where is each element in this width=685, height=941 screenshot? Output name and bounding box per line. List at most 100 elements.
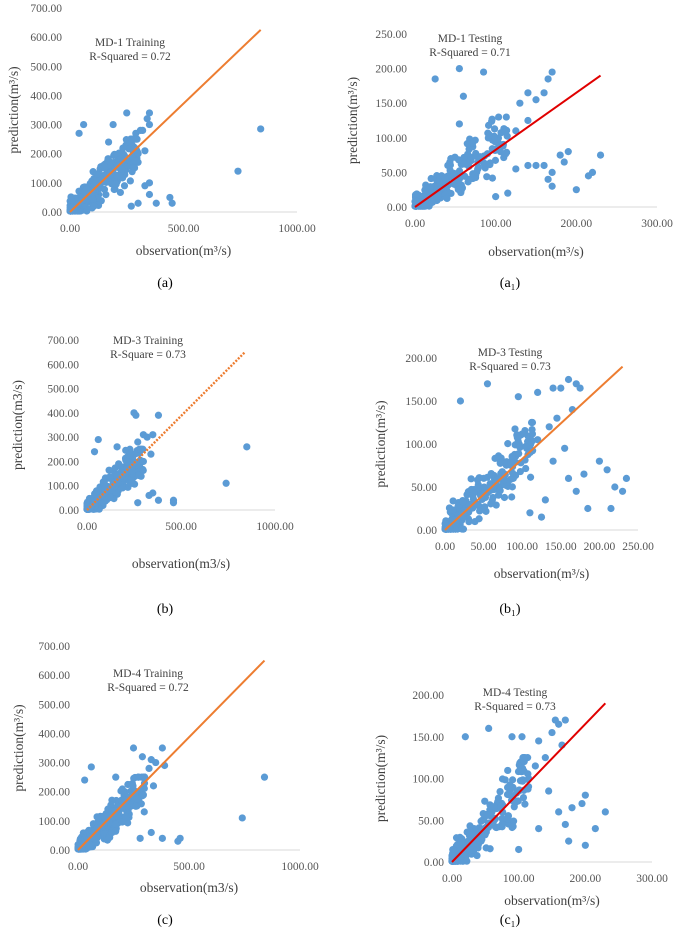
- data-point: [119, 144, 127, 152]
- data-point: [490, 803, 498, 811]
- data-point: [545, 423, 553, 431]
- y-tick-label: 50.00: [418, 815, 444, 827]
- y-tick-label: 600.00: [47, 359, 79, 371]
- data-point: [466, 827, 474, 835]
- data-point: [129, 135, 138, 143]
- data-point: [136, 834, 144, 842]
- data-point: [87, 827, 96, 835]
- data-point: [141, 147, 149, 155]
- x-tick-label: 100.00: [503, 873, 535, 885]
- data-point: [123, 458, 131, 466]
- data-point: [441, 174, 449, 182]
- data-point: [520, 767, 528, 775]
- y-axis-title: prediction(m3/s): [10, 380, 25, 470]
- data-point: [486, 845, 494, 853]
- y-tick-label: 100.00: [405, 439, 437, 451]
- annotation-line: MD-1 Training: [95, 37, 165, 49]
- scatter-series: [66, 109, 265, 215]
- y-tick-label: 100.00: [38, 816, 70, 828]
- data-point: [147, 450, 155, 458]
- data-point: [426, 183, 435, 191]
- data-point: [504, 815, 512, 823]
- chart-a1: 0.00 50.00 100.00 150.00 200.00 250.00 0.00 100…: [345, 29, 673, 259]
- data-point: [618, 487, 627, 495]
- data-point: [87, 841, 95, 850]
- data-point: [528, 418, 536, 427]
- y-tick-label: 400.00: [47, 408, 79, 420]
- data-point: [500, 128, 509, 136]
- data-point: [540, 89, 548, 97]
- data-point: [101, 813, 109, 821]
- data-point: [143, 433, 151, 441]
- data-point: [459, 498, 467, 506]
- data-point: [503, 783, 512, 792]
- data-point: [473, 484, 482, 492]
- y-tick-label: 300.00: [30, 120, 62, 132]
- data-point: [459, 92, 467, 100]
- trendline: [86, 351, 246, 511]
- data-point: [145, 120, 154, 129]
- data-point: [68, 196, 76, 204]
- panel-label-c: (c): [157, 913, 173, 928]
- x-tick-label: 0.00: [442, 873, 462, 885]
- data-point: [486, 159, 494, 167]
- data-point: [540, 161, 548, 170]
- data-point: [532, 161, 540, 170]
- data-point: [106, 473, 114, 481]
- y-axis-title: prediction(m³/s): [373, 735, 388, 822]
- data-point: [485, 724, 493, 733]
- data-point: [460, 159, 468, 167]
- data-point: [139, 466, 147, 474]
- data-point: [568, 804, 576, 812]
- data-point: [564, 375, 573, 384]
- panel-label-b: (b): [156, 602, 174, 617]
- data-point: [92, 835, 100, 843]
- data-point: [129, 744, 138, 752]
- data-point: [545, 787, 553, 795]
- annotation-line: MD-4 Training: [113, 668, 183, 680]
- data-point: [488, 496, 496, 504]
- data-point: [490, 125, 499, 133]
- y-tick-label: 700.00: [30, 3, 62, 15]
- data-point: [622, 474, 631, 482]
- x-tick-label: 0.00: [60, 223, 80, 235]
- data-point: [145, 764, 153, 773]
- trendline: [69, 29, 262, 213]
- data-point: [508, 493, 516, 501]
- y-tick-label: 200.00: [47, 456, 79, 468]
- data-point: [434, 192, 442, 200]
- data-point: [141, 773, 149, 781]
- data-point: [106, 171, 114, 179]
- y-tick-label: 100.00: [412, 774, 444, 786]
- data-point: [427, 174, 435, 183]
- data-point: [512, 789, 521, 797]
- data-point: [556, 151, 564, 159]
- data-point: [81, 776, 89, 784]
- x-tick-label: 300.00: [636, 873, 668, 885]
- data-point: [450, 169, 458, 177]
- data-point: [474, 840, 482, 849]
- data-point: [234, 167, 242, 175]
- data-point: [549, 384, 557, 392]
- data-point: [476, 507, 484, 515]
- data-point: [524, 161, 532, 170]
- data-point: [508, 452, 516, 461]
- x-axis-title: observation(m³/s): [494, 566, 590, 581]
- x-tick-label: 200.00: [584, 541, 616, 553]
- data-point: [549, 457, 557, 465]
- x-tick-label: 200.00: [570, 873, 602, 885]
- data-point: [564, 148, 572, 156]
- y-tick-label: 400.00: [30, 90, 62, 102]
- annotation-line: MD-3 Training: [113, 335, 183, 347]
- data-point: [75, 843, 83, 852]
- data-point: [497, 469, 505, 478]
- data-point: [154, 496, 163, 504]
- data-point: [134, 150, 142, 158]
- data-point: [488, 174, 497, 182]
- data-point: [455, 120, 463, 128]
- data-point: [548, 68, 556, 76]
- data-point: [132, 802, 140, 810]
- data-point: [518, 733, 526, 741]
- data-point: [136, 126, 144, 134]
- data-point: [443, 194, 451, 203]
